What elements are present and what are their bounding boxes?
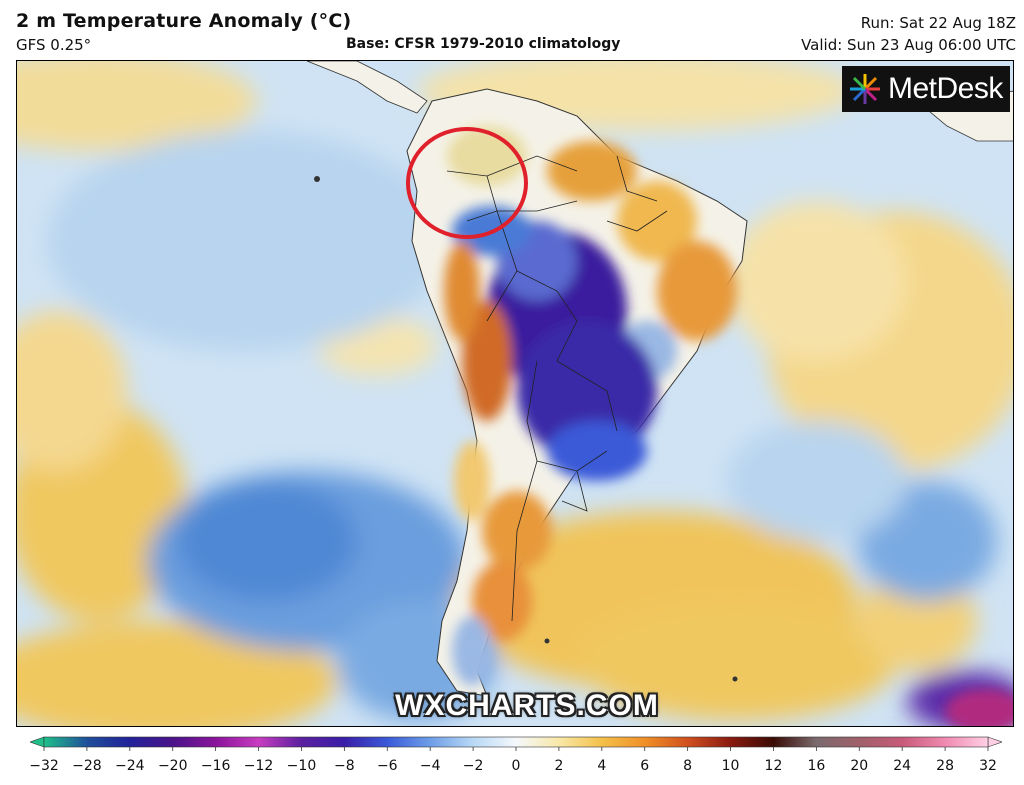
colorbar-tick-label: −2 (462, 758, 484, 774)
colorbar-tick-label: −32 (29, 758, 59, 774)
model-label: GFS 0.25° (16, 36, 92, 54)
colorbar-tick-label: 2 (554, 758, 564, 774)
temperature-anomaly-map: MetDesk WXCHARTS.COM (16, 60, 1014, 727)
metdesk-logo: MetDesk (842, 66, 1010, 112)
galapagos-islands (314, 176, 320, 182)
highlight-circle-annotation (406, 127, 528, 239)
colorbar-tick-label: 32 (979, 758, 997, 774)
colorbar-tick-label: −28 (72, 758, 102, 774)
metdesk-starburst-icon (850, 74, 880, 104)
south-georgia-island (732, 676, 738, 682)
colorbar-min-arrow (29, 736, 45, 748)
colorbar-max-arrow (987, 736, 1003, 748)
colorbar-tick-label: 10 (721, 758, 740, 774)
valid-time-label: Valid: Sun 23 Aug 06:00 UTC (801, 36, 1016, 54)
wxcharts-watermark: WXCHARTS.COM (395, 689, 659, 722)
colorbar-scale (29, 736, 1003, 751)
colorbar-tick-label: −20 (157, 758, 188, 774)
colorbar-tick-label: −10 (286, 758, 317, 774)
anomaly-colorbar: −32 −28 −24 −20 −16 −12 −10 −8 −6 −4 −2 0 2 4 6 8 10 12 16… (29, 733, 1003, 785)
chart-header: 2 m Temperature Anomaly (°C) GFS 0.25° B… (0, 0, 1024, 60)
colorbar-tick-label: 12 (764, 758, 783, 774)
colorbar-tick-label: −4 (419, 758, 441, 774)
metdesk-logo-text: MetDesk (888, 72, 1003, 105)
climatology-base-label: Base: CFSR 1979-2010 climatology (346, 36, 621, 52)
colorbar-tick-label: 20 (850, 758, 869, 774)
colorbar-tick-label: −8 (334, 758, 355, 774)
colorbar-tick-label: 4 (597, 758, 607, 774)
colorbar-gradient (43, 736, 989, 748)
colorbar-tick-label: −16 (200, 758, 231, 774)
colorbar-tick-label: 8 (683, 758, 693, 774)
colorbar-tick-label: 28 (936, 758, 954, 774)
central-america-landmass (306, 61, 428, 114)
colorbar-tick-label: 0 (511, 758, 521, 774)
run-time-label: Run: Sat 22 Aug 18Z (860, 14, 1016, 32)
map-title: 2 m Temperature Anomaly (°C) (16, 10, 352, 32)
colorbar-tick-label: −12 (243, 758, 274, 774)
falkland-islands (544, 638, 550, 644)
colorbar-tick-label: 6 (640, 758, 650, 774)
country-borders (446, 155, 668, 622)
colorbar-tick-label: 24 (893, 758, 912, 774)
colorbar-tick-label: −6 (376, 758, 398, 774)
map-canvas (17, 61, 1013, 726)
ocean-anomaly-field (17, 61, 1013, 726)
colorbar-tick-label: 16 (807, 758, 826, 774)
colorbar-tick-label: −24 (115, 758, 145, 774)
